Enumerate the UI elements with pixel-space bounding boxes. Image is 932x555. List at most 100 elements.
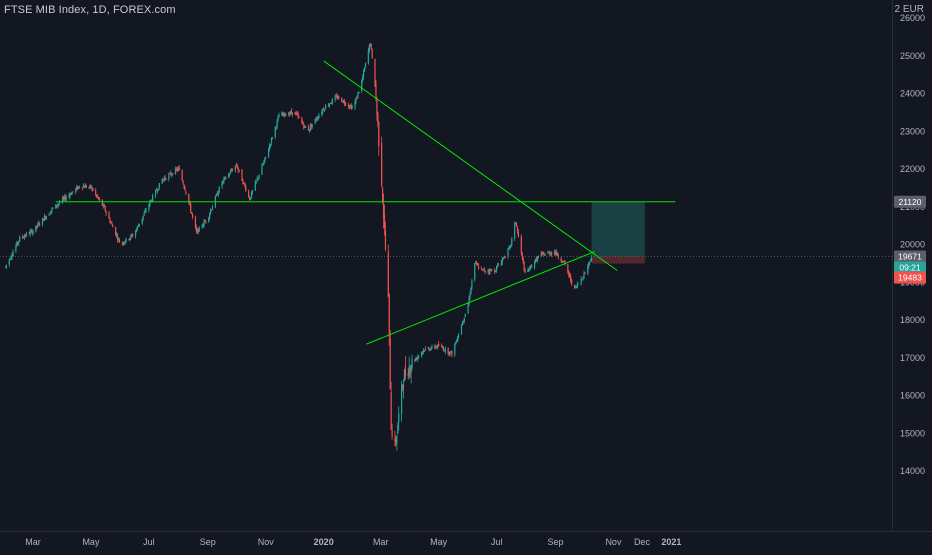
candle-body (91, 187, 93, 189)
candle-body (573, 284, 576, 288)
candle-up (421, 351, 424, 356)
candle-body (436, 346, 438, 348)
candle-up (314, 118, 316, 125)
candle-down (104, 205, 106, 212)
candle-body (165, 178, 167, 180)
candle-down (230, 167, 233, 172)
candle-up (157, 188, 159, 191)
candle-up (202, 222, 204, 228)
candle-body (104, 206, 106, 211)
candle-body (168, 174, 170, 180)
candle-down (515, 222, 518, 228)
candle-body (296, 113, 298, 115)
candle-down (490, 268, 492, 271)
candle-down (484, 270, 486, 274)
candle-up (474, 262, 476, 282)
candle-body (281, 113, 283, 116)
candle-body (52, 207, 54, 209)
price-axis[interactable]: 1400015000160001700018000190002000021000… (900, 13, 925, 476)
candle-up (84, 182, 86, 189)
candle-body (117, 238, 120, 240)
candle-down (297, 111, 299, 120)
candle-body (517, 232, 520, 238)
candle-up (215, 193, 217, 197)
candle-body (344, 101, 346, 104)
candle-body (321, 112, 323, 115)
candle-body (544, 254, 546, 256)
candle-down (571, 278, 573, 286)
candle-body (528, 270, 530, 271)
candle-body (475, 262, 477, 264)
candle-up (218, 186, 220, 194)
candle-down (569, 272, 571, 279)
candle-body (537, 256, 539, 258)
candle-up (487, 269, 489, 275)
candle-down (342, 100, 344, 103)
candle-body (357, 92, 359, 98)
candle-down (175, 167, 178, 172)
candle-up (163, 176, 165, 183)
candle-body (556, 252, 558, 256)
candle-down (194, 215, 197, 230)
candle-down (303, 122, 305, 130)
candle-body (404, 366, 406, 376)
candle-body (291, 112, 293, 115)
candle-body (89, 185, 91, 187)
candle-down (195, 224, 197, 234)
candle-body (388, 293, 390, 337)
candle-up (156, 188, 159, 194)
candle-up (285, 112, 287, 117)
candle-up (264, 157, 266, 164)
candle-body (500, 262, 502, 266)
trendlines-layer (55, 60, 676, 345)
candle-body (271, 137, 273, 139)
candle-down (516, 226, 519, 235)
candle-body (310, 124, 312, 128)
candle-body (130, 235, 132, 239)
candle-body (37, 223, 39, 227)
candle-up (364, 62, 367, 69)
candle-body (341, 97, 343, 102)
candle-body (123, 242, 125, 245)
candle-body (311, 124, 313, 127)
candle-body (154, 190, 157, 196)
candle-up (580, 276, 582, 286)
candle-down (242, 178, 244, 185)
candle-down (245, 184, 247, 193)
candle-body (36, 225, 38, 227)
candle-body (185, 191, 187, 194)
candle-up (289, 110, 292, 116)
candle-body (430, 348, 432, 350)
candle-up (343, 99, 345, 104)
candle-body (401, 385, 404, 387)
candle-body (355, 98, 357, 103)
candle-up (4, 266, 7, 268)
candle-up (515, 222, 517, 225)
candle-up (136, 225, 139, 231)
candle-body (394, 438, 396, 442)
candle-body (97, 195, 99, 198)
candle-body (58, 203, 60, 205)
candle-down (524, 268, 526, 274)
candle-up (276, 118, 278, 130)
time-axis[interactable]: Mar May Jul Sep Nov 2020 Mar May Jul Sep Nov Dec 202… (25, 537, 681, 547)
candle-body (487, 271, 489, 272)
candle-up (135, 227, 138, 233)
candle-body (12, 251, 14, 257)
candle-down (541, 250, 543, 256)
candle-body (225, 177, 227, 179)
price-tick-label: 15000 (900, 428, 925, 438)
candle-up (5, 264, 7, 270)
candle-body (102, 204, 104, 206)
candle-down (356, 95, 358, 99)
candle-body (69, 194, 71, 196)
candle-down (95, 188, 97, 197)
candle-body (115, 227, 117, 236)
candle-down (401, 384, 404, 392)
candle-up (69, 193, 71, 199)
candle-body (276, 120, 278, 127)
candle-body (382, 188, 384, 202)
candle-down (520, 234, 522, 256)
